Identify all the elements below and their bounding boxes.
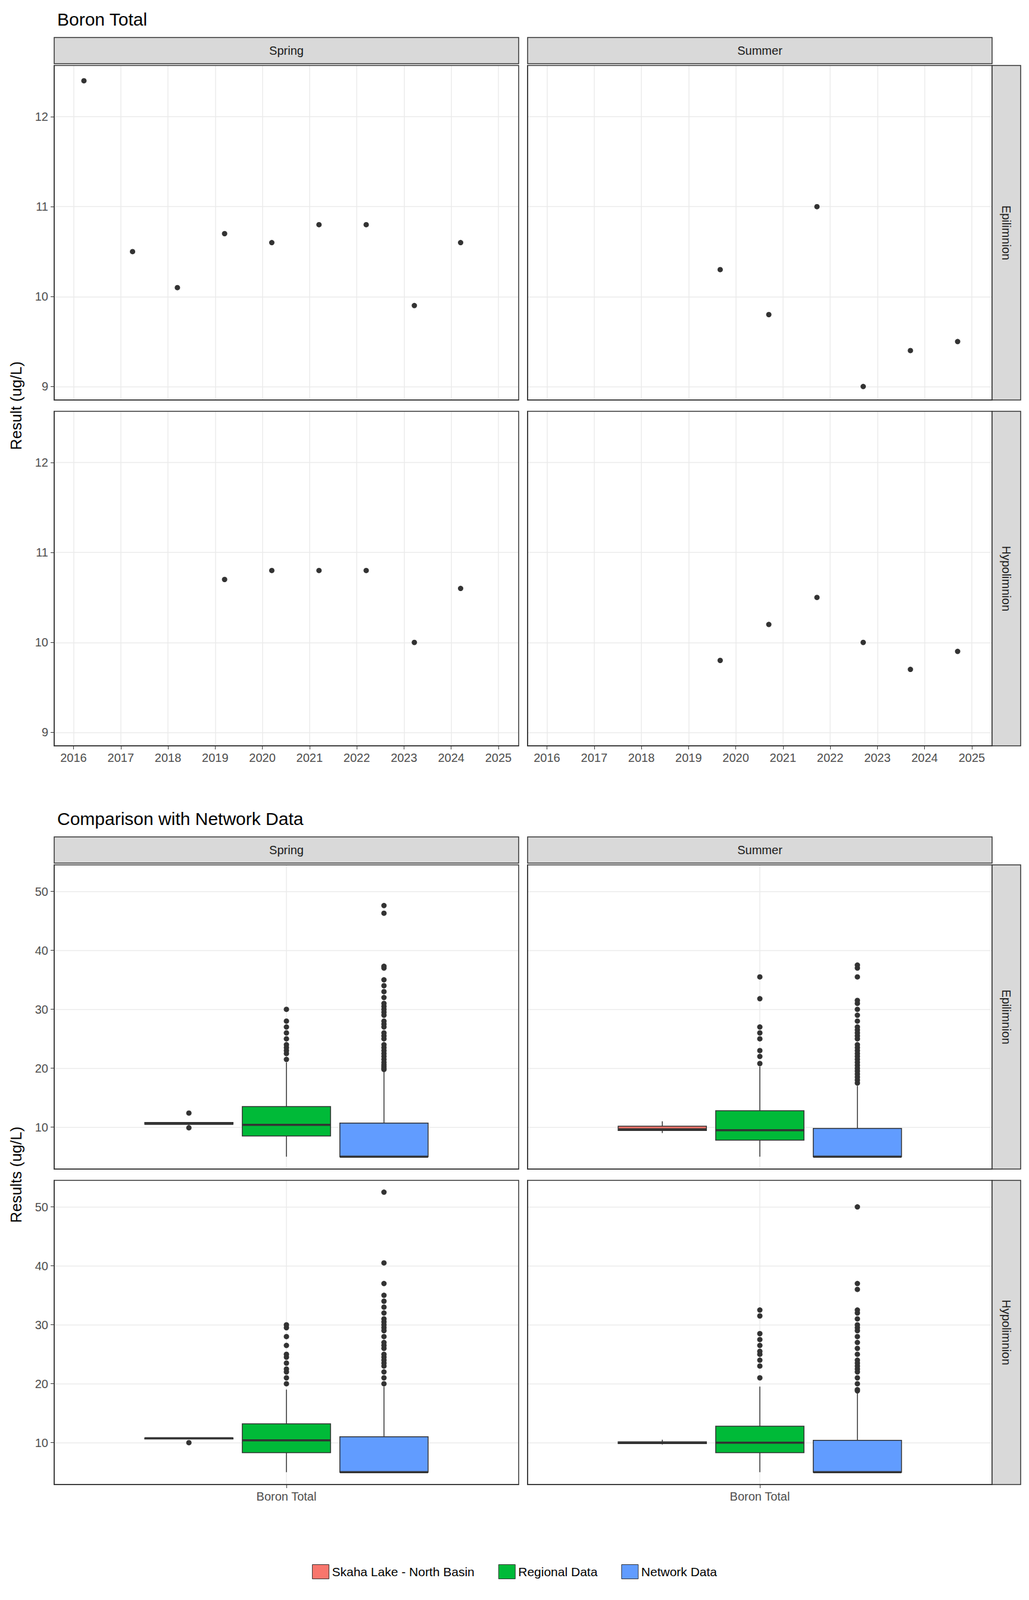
svg-text:Result (ug/L): Result (ug/L)	[7, 361, 26, 451]
svg-text:11: 11	[35, 546, 49, 560]
svg-text:Hypolimnion: Hypolimnion	[999, 1299, 1013, 1366]
svg-text:Regional Data: Regional Data	[518, 1565, 598, 1580]
svg-text:2020: 2020	[248, 751, 276, 765]
svg-text:Epilimnion: Epilimnion	[999, 205, 1013, 261]
svg-text:2019: 2019	[201, 751, 229, 765]
svg-text:12: 12	[35, 110, 49, 124]
svg-text:2019: 2019	[675, 751, 703, 765]
svg-text:Epilimnion: Epilimnion	[999, 989, 1013, 1045]
svg-text:20: 20	[35, 1062, 49, 1076]
svg-text:Summer: Summer	[737, 843, 783, 857]
svg-text:Boron Total: Boron Total	[256, 1490, 317, 1504]
svg-text:Spring: Spring	[269, 44, 304, 58]
svg-text:2022: 2022	[817, 751, 844, 765]
svg-text:2023: 2023	[390, 751, 418, 765]
svg-text:Hypolimnion: Hypolimnion	[999, 546, 1013, 612]
svg-text:50: 50	[35, 1201, 49, 1215]
svg-text:2025: 2025	[958, 751, 986, 765]
svg-text:Summer: Summer	[737, 44, 783, 58]
svg-text:40: 40	[35, 1260, 49, 1274]
svg-text:9: 9	[41, 379, 49, 394]
svg-text:10: 10	[35, 290, 49, 304]
svg-text:10: 10	[35, 635, 49, 650]
svg-text:2016: 2016	[533, 751, 561, 765]
svg-text:40: 40	[35, 944, 49, 958]
svg-text:2024: 2024	[437, 751, 465, 765]
svg-text:2023: 2023	[864, 751, 891, 765]
svg-text:2021: 2021	[769, 751, 797, 765]
svg-text:30: 30	[35, 1319, 49, 1333]
svg-text:12: 12	[35, 456, 49, 470]
svg-text:2017: 2017	[107, 751, 135, 765]
svg-text:Comparison with Network Data: Comparison with Network Data	[57, 809, 304, 829]
svg-text:9: 9	[41, 725, 49, 739]
svg-text:20: 20	[35, 1377, 49, 1392]
svg-text:10: 10	[35, 1121, 49, 1135]
svg-text:Network Data: Network Data	[641, 1565, 718, 1580]
svg-text:Boron Total: Boron Total	[730, 1490, 791, 1504]
svg-text:2021: 2021	[296, 751, 324, 765]
svg-text:Boron Total: Boron Total	[57, 9, 148, 30]
svg-text:2017: 2017	[581, 751, 608, 765]
svg-text:2018: 2018	[154, 751, 182, 765]
svg-text:2018: 2018	[628, 751, 656, 765]
svg-text:Spring: Spring	[269, 843, 304, 857]
svg-text:Results (ug/L): Results (ug/L)	[7, 1127, 26, 1224]
svg-text:11: 11	[35, 200, 49, 214]
svg-text:2016: 2016	[60, 751, 87, 765]
svg-text:2022: 2022	[343, 751, 371, 765]
svg-text:2024: 2024	[911, 751, 938, 765]
svg-text:2025: 2025	[485, 751, 513, 765]
svg-text:Skaha Lake - North Basin: Skaha Lake - North Basin	[331, 1565, 475, 1580]
svg-text:2020: 2020	[722, 751, 750, 765]
svg-text:10: 10	[35, 1436, 49, 1451]
svg-text:30: 30	[35, 1003, 49, 1017]
svg-text:50: 50	[35, 885, 49, 899]
